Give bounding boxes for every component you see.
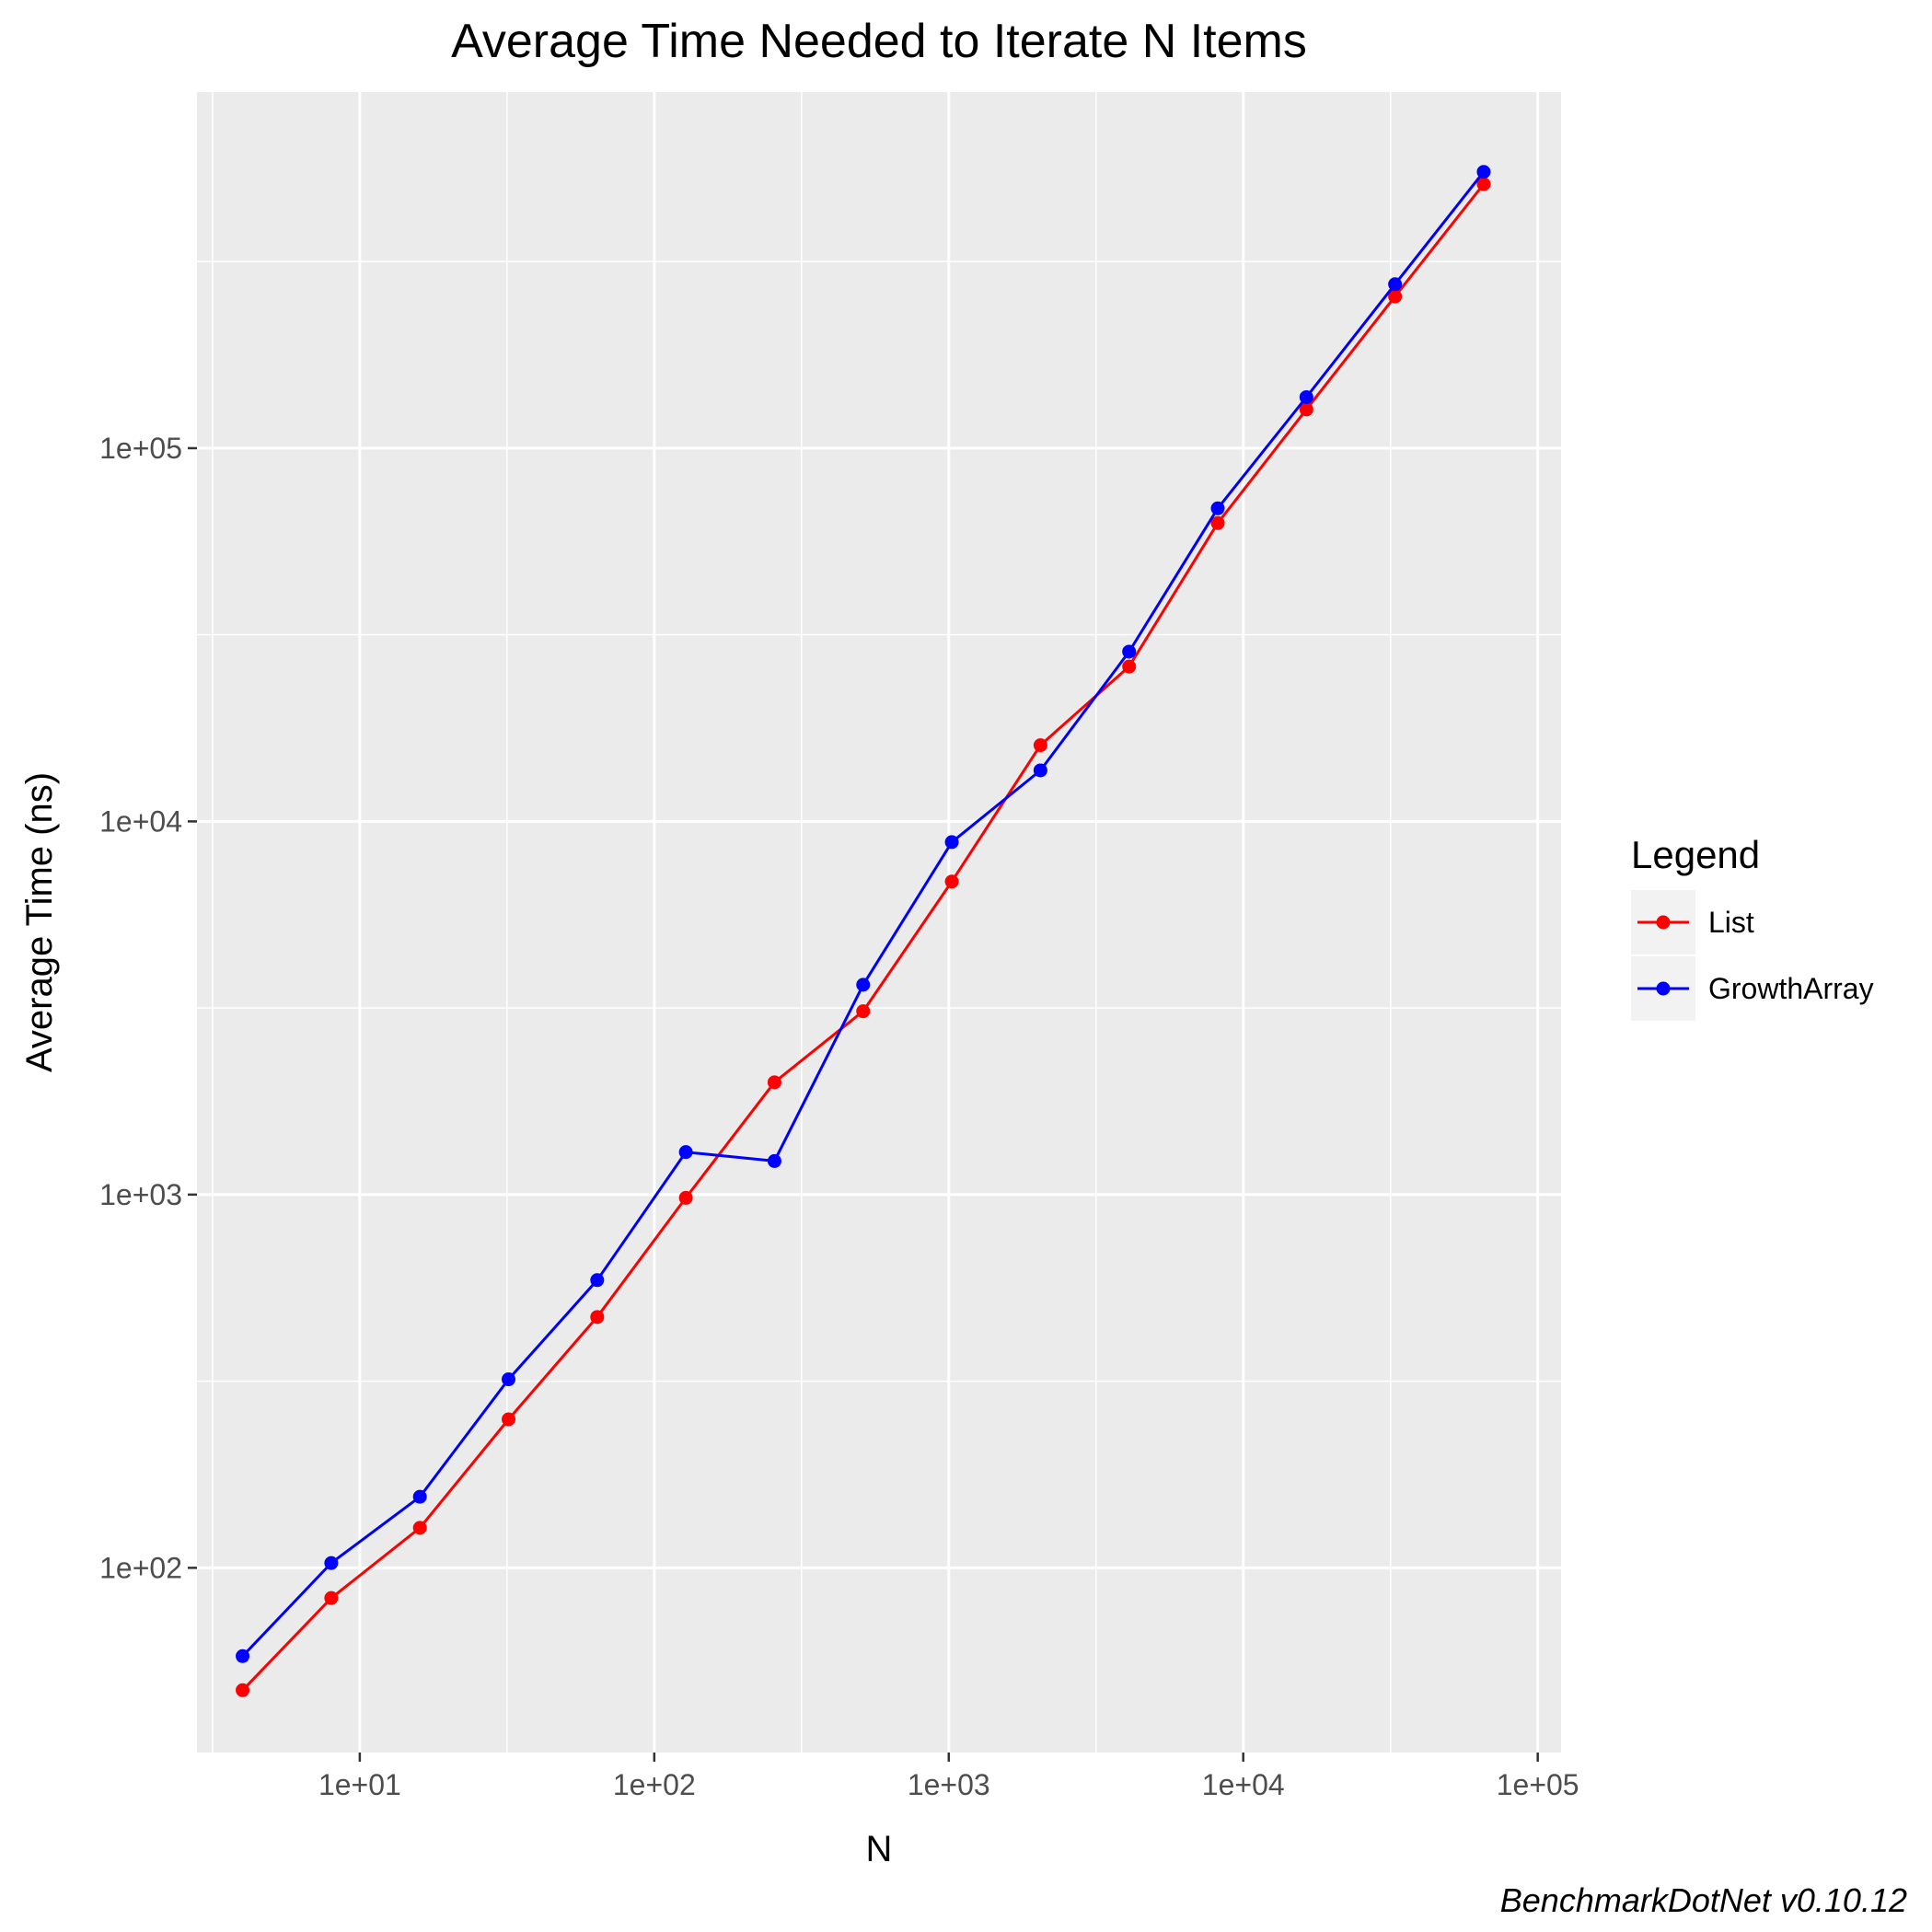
x-tick-label: 1e+03 [908, 1768, 990, 1801]
y-tick-label: 1e+02 [99, 1551, 182, 1584]
legend-point-list [1656, 915, 1671, 930]
x-tick-label: 1e+01 [318, 1768, 401, 1801]
legend-point-growtharray [1656, 981, 1671, 996]
data-point-list [1476, 177, 1491, 191]
major-gridlines [197, 92, 1561, 1753]
data-point-growtharray [678, 1145, 693, 1160]
legend-label-growtharray: GrowthArray [1708, 972, 1874, 1005]
data-point-growtharray [412, 1489, 427, 1504]
data-point-growtharray [1122, 644, 1137, 659]
plot-panel [197, 92, 1561, 1753]
x-axis-title: N [866, 1829, 893, 1869]
y-tick-label: 1e+05 [99, 432, 182, 465]
data-point-growtharray [856, 978, 871, 992]
data-point-list [1299, 402, 1313, 417]
data-point-list [324, 1591, 339, 1605]
legend-title: Legend [1631, 833, 1760, 876]
data-point-list [678, 1190, 693, 1205]
data-point-growtharray [1299, 389, 1313, 404]
data-point-growtharray [236, 1649, 250, 1663]
data-point-list [1033, 738, 1047, 753]
data-point-growtharray [324, 1556, 339, 1570]
series-layer [236, 165, 1491, 1697]
data-point-list [856, 1004, 871, 1019]
data-point-list [1122, 659, 1137, 674]
data-point-list [767, 1075, 781, 1090]
data-point-list [944, 874, 959, 889]
chart-title: Average Time Needed to Iterate N Items [451, 15, 1307, 68]
data-point-growtharray [590, 1273, 605, 1288]
y-axis-title: Average Time (ns) [19, 772, 60, 1072]
y-tick-label: 1e+04 [99, 804, 182, 838]
data-point-list [236, 1683, 250, 1697]
legend: Legend List GrowthArray [1631, 833, 1874, 1021]
data-point-growtharray [502, 1372, 516, 1387]
data-point-list [1388, 289, 1403, 304]
data-point-list [1210, 515, 1225, 530]
y-axis: 1e+02 1e+03 1e+04 1e+05 [99, 432, 197, 1584]
data-point-list [590, 1310, 605, 1325]
legend-label-list: List [1708, 906, 1754, 939]
caption: BenchmarkDotNet v0.10.12 [1500, 1881, 1907, 1919]
minor-gridlines [197, 92, 1561, 1753]
data-point-growtharray [1476, 165, 1491, 179]
data-point-list [502, 1412, 516, 1427]
data-point-growtharray [1033, 763, 1047, 778]
data-point-growtharray [1210, 501, 1225, 515]
data-point-growtharray [944, 835, 959, 850]
y-tick-label: 1e+03 [99, 1178, 182, 1211]
data-point-growtharray [1388, 277, 1403, 292]
x-tick-label: 1e+05 [1497, 1768, 1579, 1801]
x-tick-label: 1e+04 [1202, 1768, 1285, 1801]
data-point-list [412, 1521, 427, 1535]
x-axis: 1e+01 1e+02 1e+03 1e+04 1e+05 [318, 1753, 1579, 1801]
data-point-growtharray [767, 1153, 781, 1168]
x-tick-label: 1e+02 [613, 1768, 696, 1801]
